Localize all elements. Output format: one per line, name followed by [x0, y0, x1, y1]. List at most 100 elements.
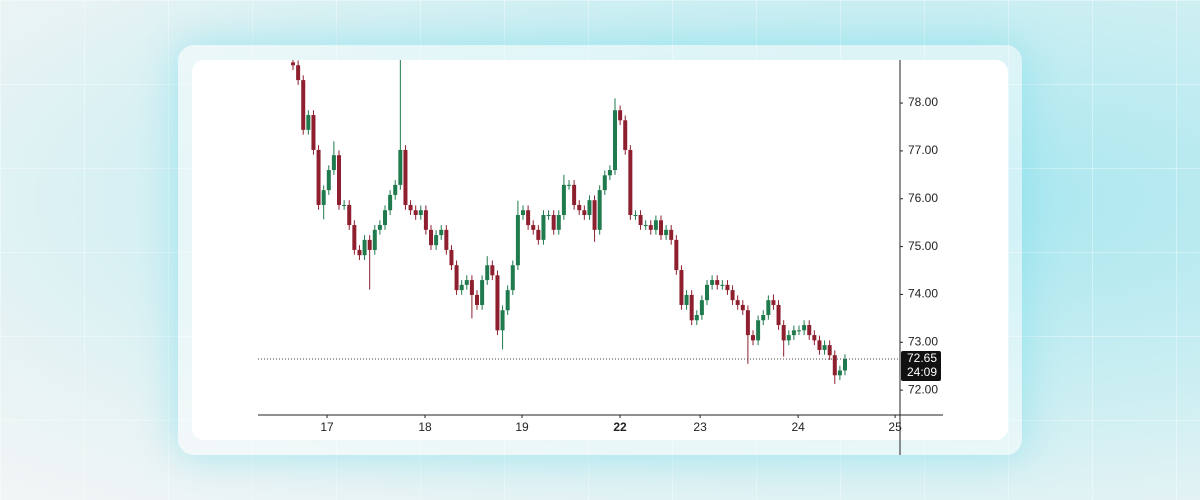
candle-body — [347, 204, 352, 226]
candle-body — [699, 300, 704, 316]
candle-body — [434, 235, 439, 246]
x-tick-label: 17 — [320, 420, 334, 434]
candle-body — [582, 210, 587, 216]
candle-body — [751, 335, 756, 341]
candle-body — [480, 280, 485, 305]
candle-body — [393, 184, 398, 195]
candle-body — [597, 190, 602, 230]
candle-body — [454, 265, 459, 291]
candle-body — [822, 345, 827, 350]
x-tick-label: 23 — [693, 420, 707, 434]
candle-body — [546, 215, 551, 217]
candle-body — [510, 265, 515, 291]
candle-body — [669, 229, 674, 240]
y-tick-label: 75.00 — [908, 239, 938, 253]
candle-body — [628, 149, 633, 216]
candle-body — [613, 110, 618, 171]
x-tick-label: 24 — [791, 420, 805, 434]
candle-body — [715, 280, 720, 285]
candle-body — [331, 155, 336, 171]
candle-body — [674, 239, 679, 271]
candle-body — [464, 280, 469, 285]
candle-body — [643, 225, 648, 227]
candle-body — [490, 265, 495, 276]
candle-body — [413, 210, 418, 216]
candle-body — [291, 62, 296, 66]
candle-body — [444, 229, 449, 250]
candle-body — [720, 284, 725, 286]
candle-body — [469, 280, 474, 295]
candle-body — [367, 239, 372, 250]
candle-body — [802, 325, 807, 331]
candle-body — [449, 249, 454, 266]
candle-body — [776, 304, 781, 326]
candle-body — [357, 249, 362, 256]
candle-body — [541, 215, 546, 240]
candle-body — [587, 200, 592, 216]
candle-body — [837, 370, 842, 376]
candle-body — [781, 325, 786, 341]
candle-body — [684, 294, 689, 305]
candle-body — [536, 229, 541, 240]
candle-body — [664, 229, 669, 236]
candle-body — [607, 170, 612, 176]
candle-body — [735, 300, 740, 305]
candle-body — [388, 194, 393, 211]
candle-body — [429, 229, 434, 246]
candle-body — [771, 300, 776, 305]
card — [192, 60, 1008, 440]
candle-body — [495, 275, 500, 331]
candle-body — [316, 149, 321, 205]
y-tick-label: 72.00 — [908, 382, 938, 396]
candle-body — [311, 115, 316, 150]
candle-body — [398, 149, 403, 185]
candle-body — [306, 115, 311, 130]
candle-body — [577, 204, 582, 211]
candle-body — [745, 310, 750, 336]
candle-body — [377, 225, 382, 230]
countdown-label: 24:09 — [907, 365, 937, 379]
candle-body — [694, 315, 699, 321]
candle-body — [526, 210, 531, 226]
candle-body — [383, 210, 388, 226]
candle-body — [362, 239, 367, 256]
candle-body — [705, 284, 710, 301]
candle-body — [633, 215, 638, 217]
candle-body — [832, 355, 837, 376]
candle-body — [659, 220, 664, 236]
candle-body — [843, 359, 848, 371]
candle-body — [786, 335, 791, 341]
candle-body — [326, 170, 331, 191]
candle-body — [653, 220, 658, 230]
candle-body — [561, 184, 566, 216]
candle-body — [500, 310, 505, 331]
candle-body — [761, 315, 766, 321]
candle-body — [301, 80, 306, 130]
candle-body — [551, 215, 556, 230]
candle-body — [766, 300, 771, 316]
candle-body — [342, 204, 347, 206]
candle-body — [807, 325, 812, 336]
candle-body — [730, 290, 735, 301]
candle-body — [459, 284, 464, 291]
candle-body — [618, 110, 623, 121]
candle-body — [725, 284, 730, 291]
candle-body — [439, 229, 444, 236]
candle-body — [296, 65, 301, 81]
candle-body — [791, 330, 796, 336]
candle-body — [679, 270, 684, 305]
y-tick-label: 73.00 — [908, 334, 938, 348]
candle-body — [689, 294, 694, 321]
candle-body — [623, 120, 628, 150]
candle-body — [648, 225, 653, 230]
candle-body — [710, 280, 715, 285]
candle-body — [638, 215, 643, 226]
candle-body — [475, 294, 480, 305]
x-tick-label: 18 — [418, 420, 432, 434]
candle-body — [567, 184, 572, 186]
candle-body — [418, 210, 423, 216]
candle-body — [321, 190, 326, 205]
candle-body — [740, 304, 745, 311]
candle-body — [572, 184, 577, 205]
